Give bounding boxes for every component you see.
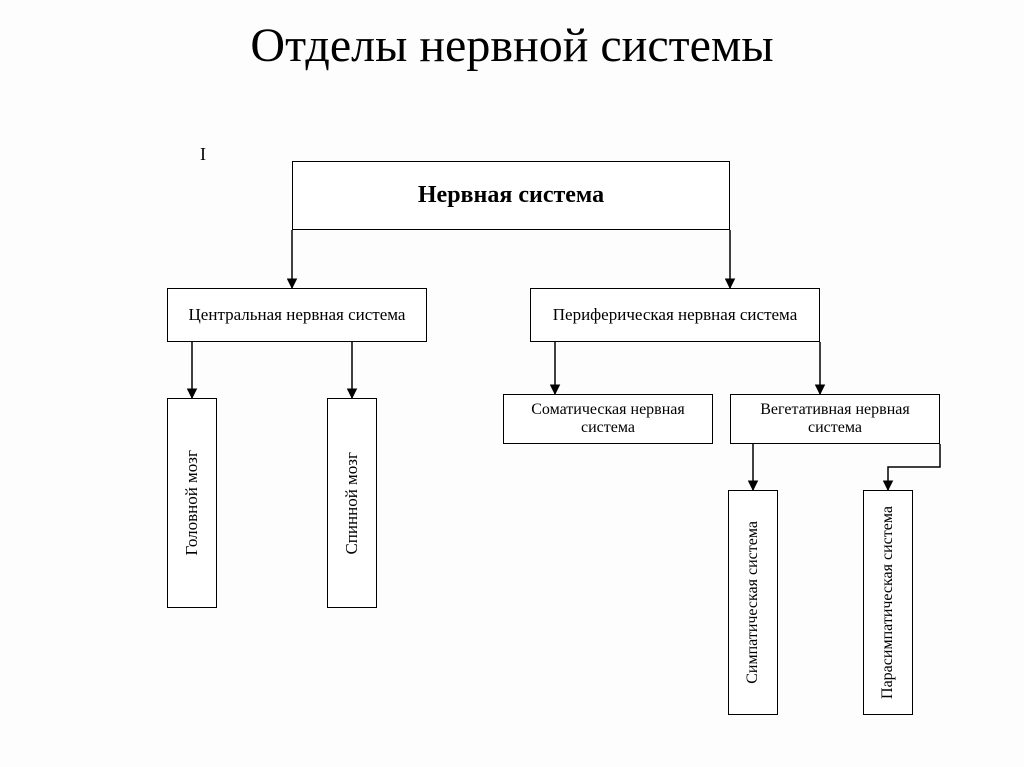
node-vegetative: Вегетативная нервная система bbox=[730, 394, 940, 444]
diagram-canvas: Отделы нервной системы I Нервная система… bbox=[0, 0, 1024, 767]
node-cns: Центральная нервная система bbox=[167, 288, 427, 342]
node-label: Симпатическая система bbox=[744, 521, 762, 684]
node-sympathetic: Симпатическая система bbox=[728, 490, 778, 715]
node-somatic: Соматическая нервная система bbox=[503, 394, 713, 444]
marker-text: I bbox=[200, 144, 206, 165]
node-label: Головной мозг bbox=[182, 450, 202, 556]
node-label: Спинной мозг bbox=[342, 452, 362, 555]
node-pns: Периферическая нервная система bbox=[530, 288, 820, 342]
node-label: Нервная система bbox=[418, 182, 604, 210]
node-label: Периферическая нервная система bbox=[553, 305, 798, 325]
diagram-title: Отделы нервной системы bbox=[0, 18, 1024, 73]
node-label: Парасимпатическая система bbox=[879, 506, 897, 699]
node-spinal: Спинной мозг bbox=[327, 398, 377, 608]
node-label: Центральная нервная система bbox=[189, 305, 406, 325]
node-label: Вегетативная нервная система bbox=[738, 401, 933, 438]
node-label: Соматическая нервная система bbox=[511, 401, 706, 438]
node-root: Нервная система bbox=[292, 161, 730, 230]
node-brain: Головной мозг bbox=[167, 398, 217, 608]
node-parasympathetic: Парасимпатическая система bbox=[863, 490, 913, 715]
